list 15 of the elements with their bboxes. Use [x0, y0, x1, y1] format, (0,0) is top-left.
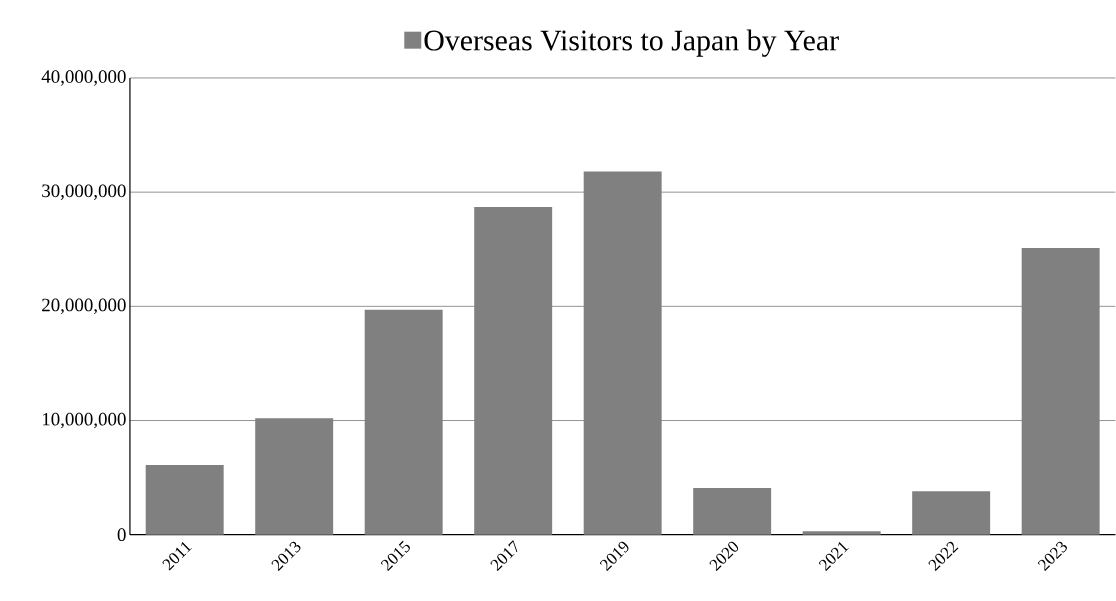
bar	[693, 488, 772, 535]
y-tick-label: 40,000,000	[41, 70, 126, 86]
bar	[583, 171, 662, 535]
legend-label: Overseas Visitors to Japan by Year	[424, 29, 839, 57]
y-tick-label: 0	[117, 528, 126, 542]
bar	[255, 418, 334, 535]
bar	[802, 531, 881, 535]
bar	[364, 309, 443, 535]
bar	[474, 207, 553, 535]
bar	[1021, 248, 1100, 535]
y-tick-label: 10,000,000	[42, 412, 126, 429]
y-tick-label: 30,000,000	[42, 184, 126, 201]
bar	[912, 491, 991, 535]
y-tick-label: 20,000,000	[42, 298, 126, 315]
bar	[145, 465, 224, 535]
